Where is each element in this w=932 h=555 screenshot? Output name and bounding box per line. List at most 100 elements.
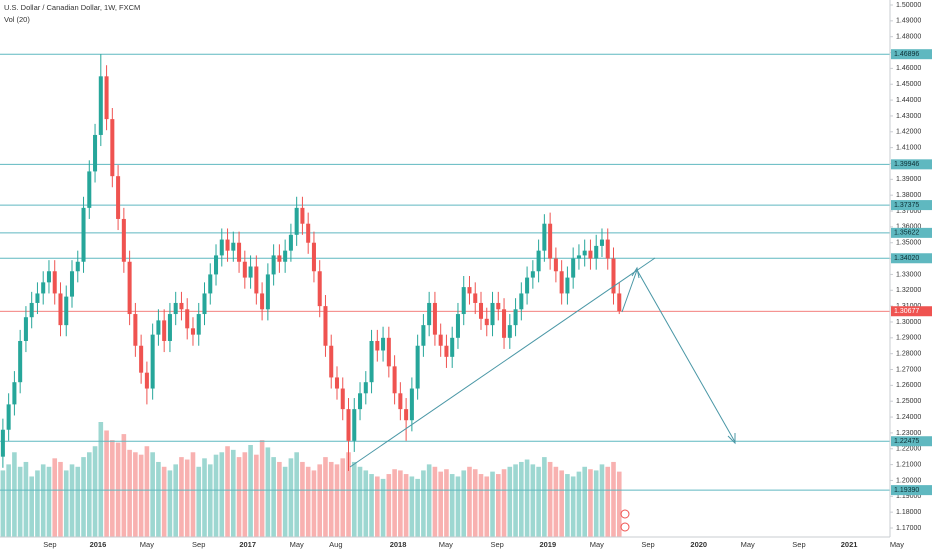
- volume-bar: [415, 478, 420, 537]
- drawing-tools: [349, 257, 736, 468]
- level-layer: [0, 53, 890, 491]
- volume-bar: [472, 469, 478, 537]
- candle-body: [225, 239, 230, 251]
- volume-bar: [340, 458, 346, 537]
- y-tick-label: 1.37000: [896, 208, 921, 215]
- y-tick-label: 1.42000: [896, 129, 921, 136]
- volume-bar: [380, 478, 386, 537]
- x-tick-label: 2016: [90, 540, 107, 549]
- y-tick-label: 1.25000: [896, 398, 921, 405]
- volume-bar: [29, 476, 34, 537]
- candle-body: [29, 302, 34, 318]
- candle-body: [12, 382, 17, 405]
- candle-body: [576, 255, 581, 259]
- level-label-box: [891, 49, 932, 60]
- candle-body: [6, 404, 11, 430]
- candle-body: [248, 266, 253, 278]
- y-tick-label: 1.26000: [896, 382, 921, 389]
- candle-body: [323, 306, 328, 346]
- volume-bar: [98, 422, 104, 537]
- last-price-label: 1.30677: [894, 308, 919, 315]
- candle-body: [571, 258, 576, 278]
- candle-body: [190, 328, 195, 335]
- volume-bar: [403, 474, 409, 537]
- volume-bar: [104, 430, 109, 537]
- x-tick-label: May: [140, 540, 154, 549]
- volume-bar: [467, 466, 472, 537]
- volume-bar: [484, 476, 490, 537]
- candle-body: [214, 255, 219, 275]
- volume-bar: [12, 452, 17, 537]
- candle-body: [502, 309, 507, 338]
- level-label-box: [891, 253, 932, 264]
- x-tick-label: May: [741, 540, 755, 549]
- volume-bar: [75, 466, 81, 537]
- candle-body: [427, 302, 432, 326]
- volume-bar: [196, 466, 202, 537]
- volume-bar: [593, 470, 599, 537]
- candle-layer: [0, 54, 622, 471]
- y-tick-label: 1.20000: [896, 477, 921, 484]
- candle-body: [559, 271, 564, 294]
- candle-body: [81, 207, 86, 262]
- candle-body: [127, 261, 132, 315]
- candle-body: [404, 409, 409, 421]
- y-tick-label: 1.21000: [896, 461, 921, 468]
- x-tick-label: Sep: [43, 540, 56, 549]
- volume-bar: [202, 458, 207, 537]
- x-tick-label: Sep: [641, 540, 654, 549]
- arrow-head: [631, 266, 640, 279]
- y-tick-label: 1.18000: [896, 509, 921, 516]
- level-label-box: [891, 200, 932, 211]
- candle-body: [260, 293, 265, 310]
- level-label-box: [891, 485, 932, 496]
- candle-body: [317, 271, 322, 307]
- candle-body: [219, 239, 224, 256]
- indicator-label: Vol (20): [4, 15, 30, 24]
- trend-line: [349, 257, 656, 468]
- chart-title: U.S. Dollar / Canadian Dollar, 1W, FXCM: [4, 3, 140, 12]
- volume-bar: [455, 476, 461, 537]
- volume-bar: [161, 466, 167, 537]
- candle-body: [507, 325, 512, 338]
- candle-body: [455, 314, 460, 338]
- volume-bar: [277, 461, 282, 537]
- volume-bar: [92, 446, 98, 537]
- volume-bar: [254, 454, 259, 537]
- candle-body: [548, 223, 553, 259]
- candle-body: [582, 250, 587, 256]
- level-label: 1.37375: [894, 202, 919, 209]
- y-tick-label: 1.45000: [896, 81, 921, 88]
- candle-body: [599, 239, 604, 246]
- volume-bar: [121, 434, 127, 537]
- volume-bar: [542, 457, 547, 537]
- volume-bar: [530, 464, 536, 537]
- x-tick-label: May: [290, 540, 304, 549]
- level-label: 1.35622: [894, 230, 919, 237]
- volume-bar: [35, 470, 40, 537]
- candle-body: [0, 429, 5, 457]
- candle-body: [156, 320, 161, 335]
- volume-bar: [432, 466, 438, 537]
- y-tick-label: 1.32000: [896, 287, 921, 294]
- candle-body: [605, 239, 610, 259]
- y-tick-label: 1.29000: [896, 335, 921, 342]
- volume-bar: [40, 464, 46, 537]
- volume-bar: [294, 452, 299, 537]
- volume-bar: [311, 470, 317, 537]
- y-tick-label: 1.19000: [896, 493, 921, 500]
- candle-body: [173, 302, 178, 315]
- x-tick-label: May: [890, 540, 904, 549]
- candle-body: [346, 409, 351, 441]
- candle-body: [542, 223, 547, 251]
- candle-body: [409, 388, 414, 421]
- volume-bar: [63, 470, 69, 537]
- x-tick-label: 2018: [390, 540, 407, 549]
- volume-bar: [288, 458, 294, 537]
- candle-body: [536, 250, 541, 272]
- volume-bar: [6, 464, 11, 537]
- candle-body: [208, 274, 213, 294]
- volume-bar: [519, 461, 524, 537]
